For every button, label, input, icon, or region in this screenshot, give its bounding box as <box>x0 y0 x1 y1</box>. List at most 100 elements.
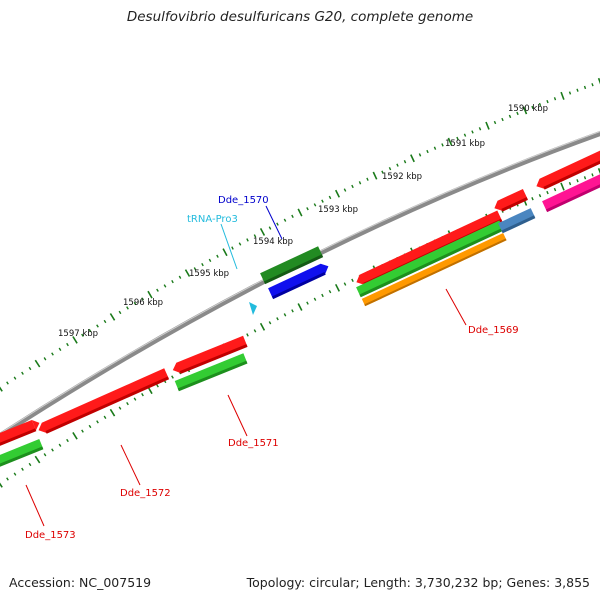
outer-tick <box>238 242 242 246</box>
inner-tick <box>246 333 249 337</box>
outer-tick <box>13 376 17 380</box>
gene-dde1570-blue[interactable] <box>268 261 331 300</box>
steel-block[interactable] <box>498 208 536 234</box>
outer-tick <box>471 130 474 134</box>
outer-tick <box>403 160 407 164</box>
outer-tick <box>328 195 332 200</box>
gene-dde1572[interactable] <box>36 368 170 436</box>
inner-tick <box>43 453 47 457</box>
outer-tick <box>478 127 482 131</box>
inner-tick <box>576 179 579 183</box>
outer-tick <box>66 342 69 347</box>
gene-edge-fwd[interactable] <box>534 143 600 192</box>
label-dde1571[interactable]: Dde_1571 <box>228 438 279 449</box>
inner-tick <box>343 282 347 286</box>
inner-tick <box>283 313 287 317</box>
kbp-label-1594: 1594 kbp <box>253 237 293 247</box>
kbp-label-1597: 1597 kbp <box>58 329 98 339</box>
gene-dde1573-fwd[interactable] <box>0 418 42 451</box>
kbp-label-1592: 1592 kbp <box>382 172 422 182</box>
kbp-labels: 1590 kbp 1591 kbp 1592 kbp 1593 kbp 1594… <box>58 104 548 339</box>
outer-tick <box>372 171 378 180</box>
outer-tick <box>463 133 467 137</box>
outer-tick <box>388 167 392 171</box>
green-block-dde1571[interactable] <box>174 353 248 392</box>
outer-tick <box>268 226 272 230</box>
outer-tick <box>546 99 549 104</box>
inner-tick <box>334 283 341 292</box>
outer-tick <box>178 275 182 279</box>
kbp-label-1595: 1595 kbp <box>189 269 229 279</box>
trna-pro3-marker[interactable] <box>249 302 257 315</box>
outer-tick <box>58 347 62 351</box>
outer-tick <box>583 85 587 90</box>
outer-tick <box>538 102 542 107</box>
inner-tick <box>268 321 272 325</box>
outer-tick <box>522 106 528 115</box>
label-dde1573[interactable]: Dde_1573 <box>25 530 76 541</box>
label-dde1572[interactable]: Dde_1572 <box>120 488 171 499</box>
outer-tick <box>485 121 490 130</box>
label-dde1570[interactable]: Dde_1570 <box>218 195 269 206</box>
orange-block-dde1569[interactable] <box>361 233 507 307</box>
gene-dde1571-fwd[interactable] <box>171 335 248 376</box>
outer-tick <box>447 137 453 146</box>
outer-tick <box>253 234 257 238</box>
outer-tick <box>381 170 384 174</box>
inner-tick <box>126 402 129 406</box>
inner-tick <box>96 420 99 424</box>
inner-tick <box>560 182 565 191</box>
inner-tick <box>156 384 159 388</box>
outer-tick <box>147 290 153 299</box>
green-block-dde1573[interactable] <box>0 439 44 469</box>
outer-tick <box>313 203 317 207</box>
outer-tick <box>208 258 212 263</box>
outer-tick <box>426 149 429 154</box>
outer-tick <box>358 181 362 185</box>
label-trna-pro3[interactable]: tRNA-Pro3 <box>187 214 238 225</box>
inner-tick <box>28 462 32 467</box>
kbp-label-1591: 1591 kbp <box>445 139 485 149</box>
inner-tick <box>597 168 600 175</box>
accession-text: Accession: NC_007519 <box>9 575 152 590</box>
leader-trna <box>220 223 238 270</box>
outer-tick <box>418 153 422 157</box>
inner-tick <box>568 181 572 186</box>
forward-strand-genes <box>0 143 600 451</box>
inner-tick <box>109 408 116 417</box>
green-block-dde1569[interactable] <box>356 220 504 298</box>
outer-tick <box>34 359 41 368</box>
outer-tick <box>516 111 519 116</box>
outer-tick <box>156 288 159 292</box>
outer-tick <box>96 324 99 328</box>
map-title: Desulfovibrio desulfuricans G20, complet… <box>126 9 474 25</box>
outer-tick <box>283 218 287 222</box>
inner-tick <box>51 448 54 452</box>
outer-tick <box>531 105 534 110</box>
outer-tick <box>441 143 444 147</box>
outer-tick <box>126 306 129 310</box>
outer-tick <box>231 246 234 250</box>
inner-tick <box>553 187 557 192</box>
outer-tick <box>28 366 32 371</box>
outer-tick <box>396 163 399 167</box>
inner-tick <box>546 190 549 195</box>
outer-tick <box>591 83 594 87</box>
outer-tick <box>21 371 24 375</box>
leader-dde1571 <box>227 394 248 437</box>
outer-tick <box>297 208 303 217</box>
outer-tick <box>118 310 122 315</box>
inner-tick <box>21 467 24 471</box>
outer-tick <box>560 91 565 100</box>
label-leaders <box>25 205 467 527</box>
gene-dde1570-green[interactable] <box>260 246 324 285</box>
kbp-label-1593: 1593 kbp <box>318 205 358 215</box>
outer-tick <box>351 184 354 189</box>
outer-tick <box>184 269 191 277</box>
label-dde1569[interactable]: Dde_1569 <box>468 325 519 336</box>
leader-dde1572 <box>120 444 141 486</box>
gene-small-fwd[interactable] <box>492 188 528 214</box>
outer-tick <box>72 336 78 344</box>
kbp-label-1590: 1590 kbp <box>508 104 548 114</box>
outer-tick <box>501 117 504 122</box>
